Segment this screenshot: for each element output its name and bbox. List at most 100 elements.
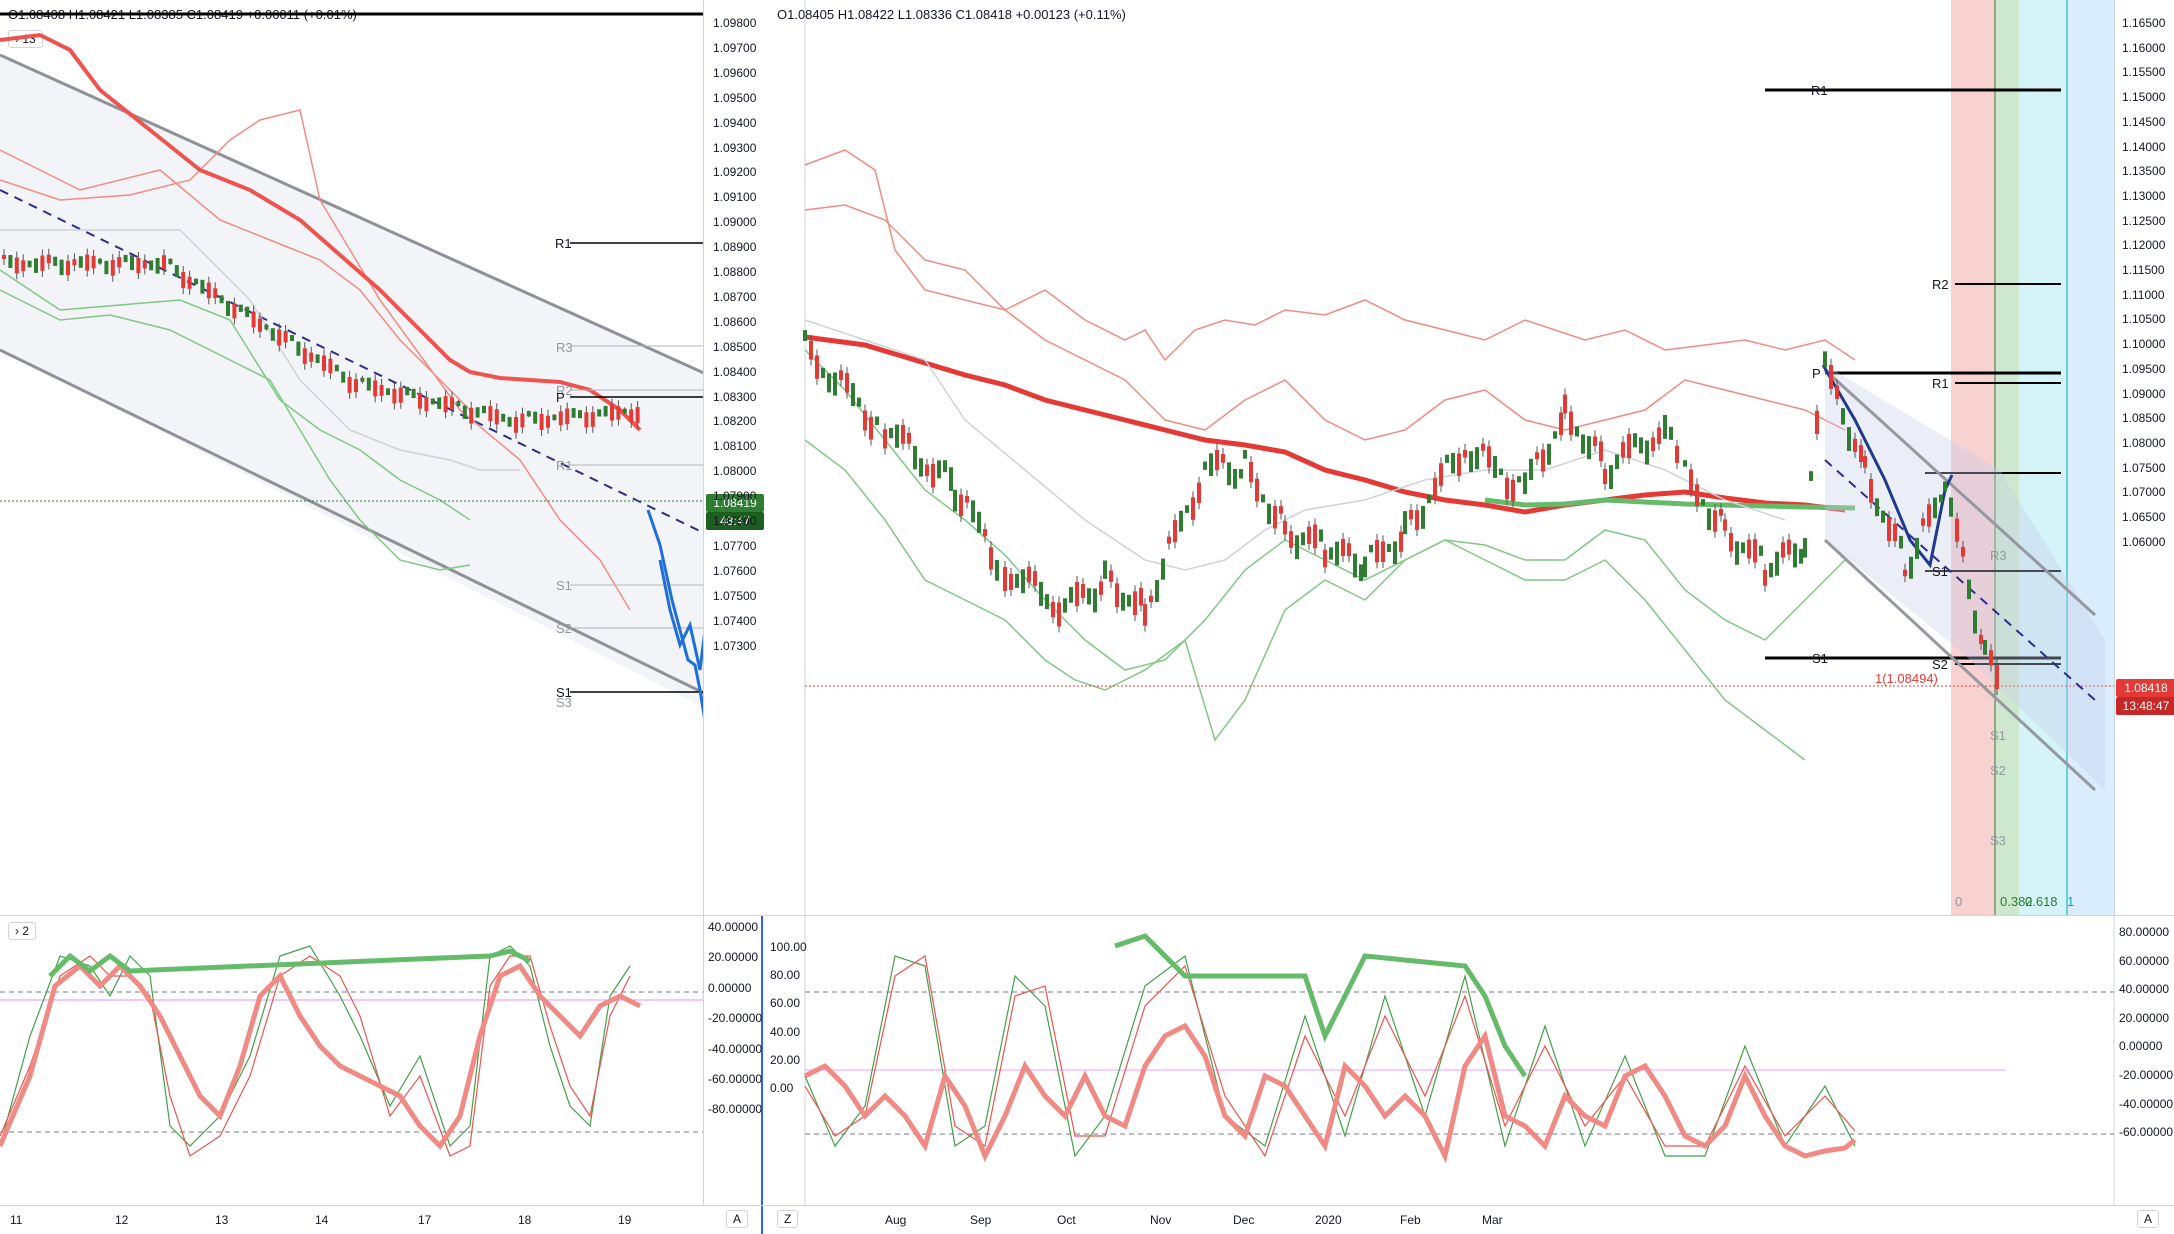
- left-price-tick: 1.07900: [713, 489, 757, 504]
- candle-body: [187, 276, 192, 289]
- right-channel-lower[interactable]: [1823, 538, 2097, 792]
- right-price-tick: 1.06000: [2122, 534, 2166, 549]
- regression-channel-fill: [0, 55, 763, 738]
- candle-body: [200, 279, 205, 294]
- upper-band-inner: [0, 149, 471, 411]
- upper-band-mid: [0, 32, 642, 432]
- left-price-chart[interactable]: R1 R3 R2 P R1 S1 S2 S1 S3: [0, 0, 763, 915]
- right-time-tick: Aug: [885, 1213, 907, 1227]
- left-osc-tick: -20.00000: [708, 1011, 763, 1026]
- right-s1b-label: S1: [1812, 651, 1828, 666]
- right-channel-mid[interactable]: [1824, 459, 2096, 701]
- right-scale-z-button[interactable]: Z: [777, 1210, 799, 1228]
- right-price-tick: 1.10500: [2122, 312, 2166, 327]
- right-price-badge: 1.08418: [2116, 679, 2174, 697]
- candle-body: [1421, 505, 1425, 529]
- left-osc-collapse-button[interactable]: › 2: [8, 922, 37, 940]
- candle-body: [341, 371, 346, 383]
- right-osc-right-tick: 0.00000: [2119, 1039, 2163, 1054]
- candle-body: [1829, 364, 1833, 389]
- left-osc-tick: -60.00000: [708, 1072, 763, 1086]
- candle-body: [405, 386, 410, 396]
- candle-body: [1279, 506, 1283, 514]
- left-s1-label: S1: [556, 685, 572, 700]
- left-price-tick: 1.08400: [713, 364, 757, 379]
- candle-body: [565, 408, 570, 425]
- left-osc-tick: 20.00000: [708, 950, 759, 965]
- left-chart-pane[interactable]: O1.08408 H1.08421 L1.08385 C1.08419 +0.0…: [0, 0, 764, 1234]
- right-time-tick: Nov: [1150, 1213, 1172, 1227]
- candle-body: [578, 410, 582, 419]
- candle-body: [1863, 456, 1867, 468]
- candle-body: [1255, 478, 1259, 502]
- candle-body: [1621, 442, 1625, 458]
- channel-lower-line[interactable]: [0, 348, 763, 830]
- candle-body: [251, 311, 256, 328]
- candle-body: [1683, 460, 1687, 467]
- right-channel-fill: [1825, 365, 2105, 790]
- right-chart-pane[interactable]: O1.08405 H1.08422 L1.08336 C1.08418 +0.0…: [765, 0, 2174, 1234]
- right-time-axis[interactable]: Aug Sep Oct Nov Dec 2020 Feb Mar: [805, 1206, 2114, 1234]
- candle-body: [309, 352, 314, 362]
- candle-body: [1841, 408, 1845, 425]
- candle-body: [219, 295, 224, 304]
- candle-body: [833, 372, 837, 396]
- candle-body: [1517, 476, 1521, 483]
- candle-body: [194, 278, 198, 285]
- candle-body: [1399, 531, 1403, 552]
- candle-body: [1967, 579, 1971, 600]
- candle-body: [1753, 539, 1757, 563]
- right-lower-outer: [804, 439, 1806, 761]
- right-price-tick: 1.14000: [2122, 139, 2166, 154]
- left-price-axis[interactable]: [703, 0, 763, 915]
- candle-body: [1227, 462, 1231, 486]
- channel-upper-line[interactable]: [0, 53, 763, 500]
- left-time-axis[interactable]: 11 12 13 14 17 18 19: [0, 1206, 703, 1234]
- right-price-chart[interactable]: R1 R2 R1 P R3 S1 S1 S2 S1 S2 S3 1(1.0849…: [765, 0, 2174, 915]
- candle-body: [462, 405, 467, 419]
- left-auto-scale-button[interactable]: A: [726, 1210, 749, 1228]
- right-auto-scale-button[interactable]: A: [2137, 1210, 2160, 1228]
- right-osc-left-tick: 100.00: [770, 940, 807, 954]
- candle-body: [1161, 558, 1165, 580]
- right-s1c-label: S1: [1990, 728, 2006, 743]
- candle-body: [1363, 556, 1367, 578]
- candle-body: [226, 300, 230, 316]
- right-price-tick: 1.06500: [2122, 510, 2166, 524]
- right-channel-upper[interactable]: [1823, 368, 2097, 617]
- right-oscillator[interactable]: [765, 916, 2174, 1206]
- candle-body: [1039, 581, 1043, 606]
- right-osc-left-tick: 80.00: [770, 968, 801, 983]
- candle-body: [616, 406, 621, 420]
- candle-body: [526, 411, 531, 417]
- right-price-tick: 1.12500: [2122, 213, 2166, 228]
- candle-body: [142, 260, 147, 269]
- right-price-tick: 1.11000: [2122, 287, 2165, 302]
- right-price-tick: 1.08000: [2122, 435, 2166, 450]
- left-osc-axis[interactable]: [703, 916, 763, 1206]
- candle-body: [546, 415, 550, 428]
- right-price-axis[interactable]: [2114, 0, 2174, 915]
- candle-body: [907, 432, 911, 444]
- candle-body: [1427, 494, 1431, 504]
- candle-body: [1669, 426, 1673, 440]
- candle-body: [1663, 414, 1667, 439]
- fib-zero-label: 0: [1955, 894, 1962, 909]
- candle-body: [8, 255, 13, 268]
- candle-body: [1853, 438, 1857, 452]
- candle-body: [925, 464, 929, 476]
- left-p-label: P: [556, 390, 565, 405]
- left-price-tick: 1.07400: [713, 613, 757, 628]
- left-oscillator[interactable]: [0, 916, 703, 1206]
- candle-body: [366, 377, 371, 391]
- candle-body: [1133, 591, 1137, 616]
- left-price-tick: 1.08600: [713, 314, 757, 329]
- candle-body: [863, 410, 867, 431]
- candle-body: [360, 377, 365, 382]
- candle-body: [1535, 452, 1539, 460]
- right-price-tick: 1.07000: [2122, 485, 2166, 500]
- right-upper-outer: [804, 149, 1856, 362]
- left-r1-label: R1: [555, 236, 572, 251]
- candle-body: [1149, 595, 1153, 603]
- candle-body: [1295, 535, 1299, 560]
